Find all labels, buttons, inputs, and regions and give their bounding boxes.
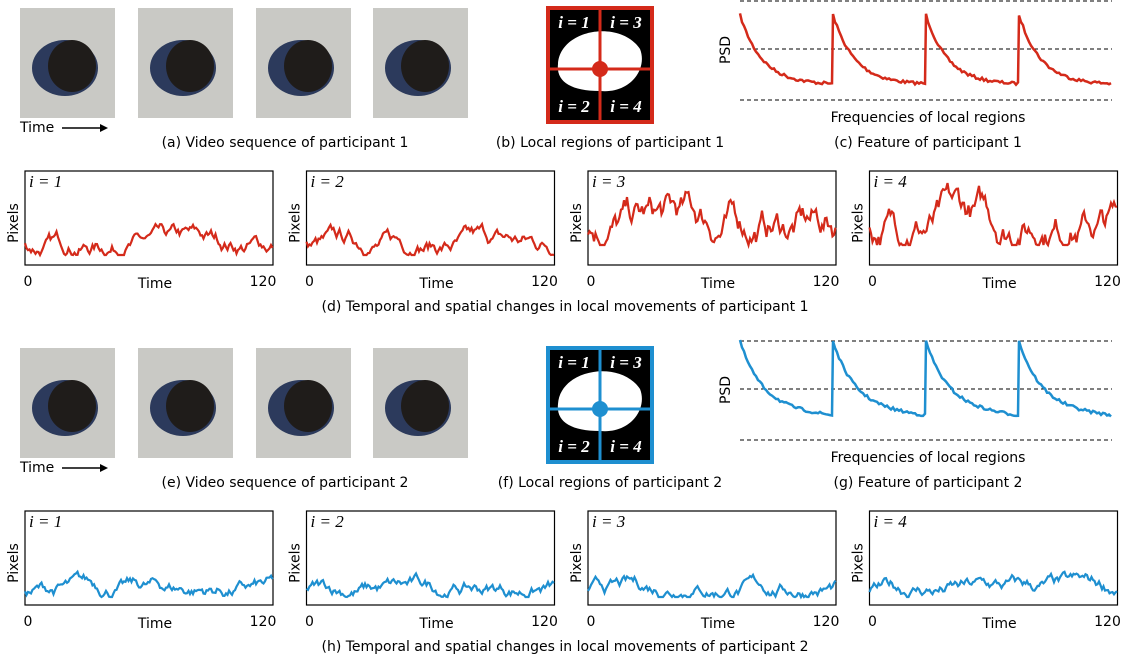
video-caption: (a) Video sequence of participant 1 (162, 135, 409, 151)
x-start: 0 (24, 614, 33, 630)
x-end: 120 (531, 274, 558, 290)
x-start: 0 (587, 274, 596, 290)
head (166, 40, 214, 92)
region-label: i = 2 (558, 97, 590, 116)
head (166, 380, 214, 432)
video-frame (20, 8, 115, 118)
panel-label: i = 4 (874, 512, 908, 531)
psd-label: PSD (718, 376, 734, 404)
x-start: 0 (305, 614, 314, 630)
pixels-label: Pixels (288, 543, 304, 583)
region-label: i = 1 (558, 13, 589, 32)
arrow-head (100, 124, 108, 132)
x-end: 120 (1094, 274, 1121, 290)
video-frame (138, 8, 233, 118)
x-end: 120 (250, 274, 277, 290)
region-label: i = 1 (558, 353, 589, 372)
region-center (592, 61, 608, 77)
x-start: 0 (587, 614, 596, 630)
panel-label: i = 2 (311, 172, 345, 191)
x-label: Time (418, 276, 453, 292)
video-frame (256, 8, 351, 118)
x-end: 120 (531, 614, 558, 630)
movement-trace (25, 224, 273, 255)
pixels-label: Pixels (851, 203, 867, 243)
video-caption: (e) Video sequence of participant 2 (162, 475, 409, 491)
movement-trace (588, 192, 836, 245)
x-label: Time (700, 276, 735, 292)
psd-label: PSD (718, 36, 734, 64)
x-end: 120 (250, 614, 277, 630)
region-label: i = 3 (610, 353, 642, 372)
changes-caption: (h) Temporal and spatial changes in loca… (322, 639, 809, 655)
movement-trace (307, 574, 555, 598)
movement-trace (25, 572, 273, 597)
x-start: 0 (305, 274, 314, 290)
time-label: Time (19, 460, 54, 476)
x-label: Time (137, 616, 172, 632)
regions-caption: (f) Local regions of participant 2 (498, 475, 722, 491)
video-frame (373, 8, 468, 118)
movement-trace (307, 224, 555, 255)
pixels-label: Pixels (851, 543, 867, 583)
pixels-label: Pixels (6, 543, 22, 583)
pixels-label: Pixels (288, 203, 304, 243)
panel-label: i = 2 (311, 512, 345, 531)
pixels-label: Pixels (6, 203, 22, 243)
x-end: 120 (813, 274, 840, 290)
x-start: 0 (24, 274, 33, 290)
video-frame (138, 348, 233, 458)
pixels-label: Pixels (569, 543, 585, 583)
video-frame (20, 348, 115, 458)
panel-label: i = 3 (592, 172, 625, 191)
head (401, 40, 449, 92)
feature-caption: (c) Feature of participant 1 (834, 135, 1022, 151)
changes-caption: (d) Temporal and spatial changes in loca… (322, 299, 809, 315)
panel-label: i = 4 (874, 172, 908, 191)
region-label: i = 4 (610, 437, 641, 456)
head (284, 40, 332, 92)
x-start: 0 (868, 614, 877, 630)
head (401, 380, 449, 432)
movement-trace (870, 572, 1118, 597)
feature-caption: (g) Feature of participant 2 (834, 475, 1023, 491)
movement-trace (870, 183, 1118, 245)
arrow-head (100, 464, 108, 472)
movement-trace (588, 575, 836, 597)
region-label: i = 2 (558, 437, 590, 456)
x-label: Time (700, 616, 735, 632)
head (48, 380, 96, 432)
x-label: Time (981, 276, 1016, 292)
head (48, 40, 96, 92)
regions-caption: (b) Local regions of participant 1 (496, 135, 724, 151)
x-end: 120 (813, 614, 840, 630)
region-center (592, 401, 608, 417)
time-label: Time (19, 120, 54, 136)
video-frame (373, 348, 468, 458)
panel-label: i = 1 (29, 512, 62, 531)
x-label: Time (981, 616, 1016, 632)
feature-x-label: Frequencies of local regions (831, 110, 1026, 126)
head (284, 380, 332, 432)
video-frame (256, 348, 351, 458)
panel-label: i = 3 (592, 512, 625, 531)
x-label: Time (418, 616, 453, 632)
feature-x-label: Frequencies of local regions (831, 450, 1026, 466)
psd-curve (740, 340, 1111, 417)
x-end: 120 (1094, 614, 1121, 630)
region-label: i = 3 (610, 13, 642, 32)
x-label: Time (137, 276, 172, 292)
figure: Time (a) Video sequence of participant 1 i… (0, 0, 1127, 661)
pixels-label: Pixels (569, 203, 585, 243)
region-label: i = 4 (610, 97, 641, 116)
x-start: 0 (868, 274, 877, 290)
panel-label: i = 1 (29, 172, 62, 191)
